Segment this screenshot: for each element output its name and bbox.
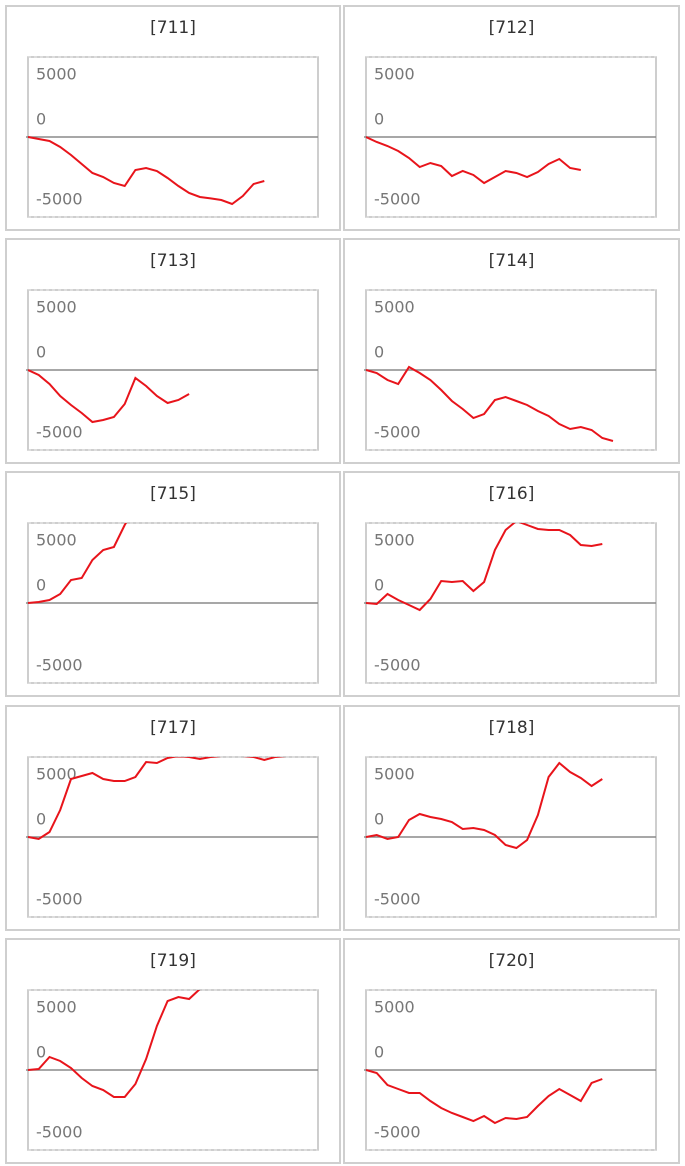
y-tick-label: 0 [374,1043,384,1062]
y-tick-label: 0 [36,343,46,362]
data-line [366,523,603,612]
chart: [716] -5000 0 5000 [364,484,657,684]
chart-title: [720] [489,951,535,971]
y-tick-label: 5000 [36,298,77,317]
y-tick-label: 5000 [36,531,77,550]
data-line [28,757,286,841]
y-tick-label: 0 [374,576,384,595]
chart-panel: [718] -5000 0 5000 [343,705,680,931]
chart-title: [719] [150,951,196,971]
y-tick-label: 0 [36,810,46,829]
chart: [718] -5000 0 5000 [364,718,657,918]
data-line [366,761,603,850]
y-tick-label: -5000 [36,423,83,442]
y-tick-label: 5000 [374,765,415,784]
data-line [366,136,581,185]
chart-panel: [720] -5000 0 5000 [343,938,680,1164]
data-line [366,365,614,442]
chart: [720] -5000 0 5000 [364,951,657,1151]
data-line [28,523,128,604]
chart-title: [713] [150,251,196,271]
chart-panel: [717] -5000 0 5000 [5,705,341,931]
chart-panel: [715] -5000 0 5000 [5,471,341,697]
chart-title: [715] [150,484,196,504]
y-tick-label: 0 [36,576,46,595]
chart-panel: [716] -5000 0 5000 [343,471,680,697]
chart: [713] -5000 0 5000 [26,251,319,451]
y-tick-label: 0 [36,1043,46,1062]
y-tick-label: -5000 [374,890,421,909]
chart-panel: [714] -5000 0 5000 [343,238,680,464]
y-tick-label: 5000 [36,765,77,784]
y-tick-label: 0 [374,110,384,129]
y-tick-label: 5000 [36,998,77,1017]
y-tick-label: -5000 [374,1123,421,1142]
chart: [711] -5000 0 5000 [26,18,319,218]
chart-title: [717] [150,718,196,738]
y-tick-label: -5000 [36,1123,83,1142]
chart-title: [711] [150,18,196,38]
y-tick-label: 5000 [374,298,415,317]
chart-title: [714] [489,251,535,271]
y-tick-label: -5000 [36,656,83,675]
y-tick-label: 5000 [374,531,415,550]
chart-panel: [713] -5000 0 5000 [5,238,341,464]
chart-title: [712] [489,18,535,38]
data-line [28,136,265,206]
chart-title: [716] [489,484,535,504]
chart: [712] -5000 0 5000 [364,18,657,218]
data-line [28,369,190,424]
chart-panel: [712] -5000 0 5000 [343,5,680,231]
chart: [719] -5000 0 5000 [26,951,319,1151]
chart: [714] -5000 0 5000 [364,251,657,451]
chart: [715] -5000 0 5000 [26,484,319,684]
y-tick-label: -5000 [374,423,421,442]
chart-title: [718] [489,718,535,738]
data-line [28,990,201,1098]
y-tick-label: 0 [374,343,384,362]
chart: [717] -5000 0 5000 [26,718,319,918]
y-tick-label: 0 [36,110,46,129]
y-tick-label: 0 [374,810,384,829]
y-tick-label: 5000 [374,65,415,84]
chart-panel: [719] -5000 0 5000 [5,938,341,1164]
data-line [366,1069,603,1125]
y-tick-label: -5000 [36,190,83,209]
y-tick-label: -5000 [36,890,83,909]
y-tick-label: 5000 [374,998,415,1017]
chart-panel: [711] -5000 0 5000 [5,5,341,231]
y-tick-label: 5000 [36,65,77,84]
y-tick-label: -5000 [374,190,421,209]
y-tick-label: -5000 [374,656,421,675]
